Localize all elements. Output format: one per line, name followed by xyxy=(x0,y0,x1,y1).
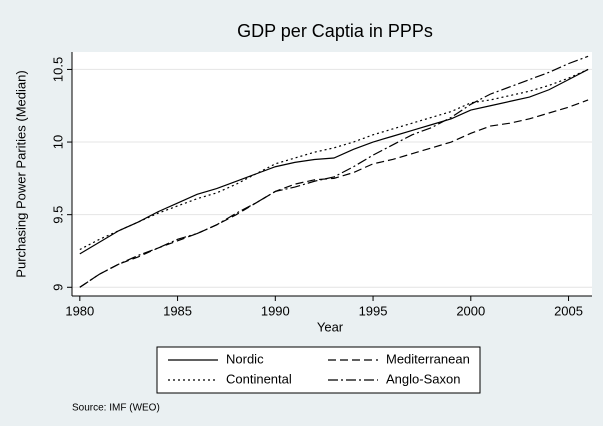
x-tick-label: 2000 xyxy=(456,303,485,318)
x-tick-label: 1995 xyxy=(359,303,388,318)
legend-label: Mediterranean xyxy=(386,351,470,366)
x-tick-label: 1985 xyxy=(163,303,192,318)
legend-label: Anglo-Saxon xyxy=(386,371,460,386)
series-line xyxy=(79,99,589,288)
y-axis-label: Purchasing Power Parities (Median) xyxy=(13,70,28,277)
legend-label: Nordic xyxy=(226,351,264,366)
x-tick-label: 2005 xyxy=(554,303,583,318)
source-note: Source: IMF (WEO) xyxy=(72,403,160,414)
series-line xyxy=(79,68,589,255)
plot-area xyxy=(72,52,592,296)
y-tick-label: 10 xyxy=(50,135,65,149)
series-line xyxy=(79,68,589,251)
series-line xyxy=(79,55,589,288)
x-tick-label: 1990 xyxy=(261,303,290,318)
y-tick-label: 10.5 xyxy=(50,57,65,82)
legend-label: Continental xyxy=(226,371,292,386)
y-tick-label: 9.5 xyxy=(50,206,65,224)
x-axis-label: Year xyxy=(317,319,344,334)
legend xyxy=(156,346,481,394)
chart-title: GDP per Captia in PPPs xyxy=(237,21,433,41)
y-tick-label: 9 xyxy=(50,284,65,291)
x-tick-label: 1980 xyxy=(65,303,94,318)
